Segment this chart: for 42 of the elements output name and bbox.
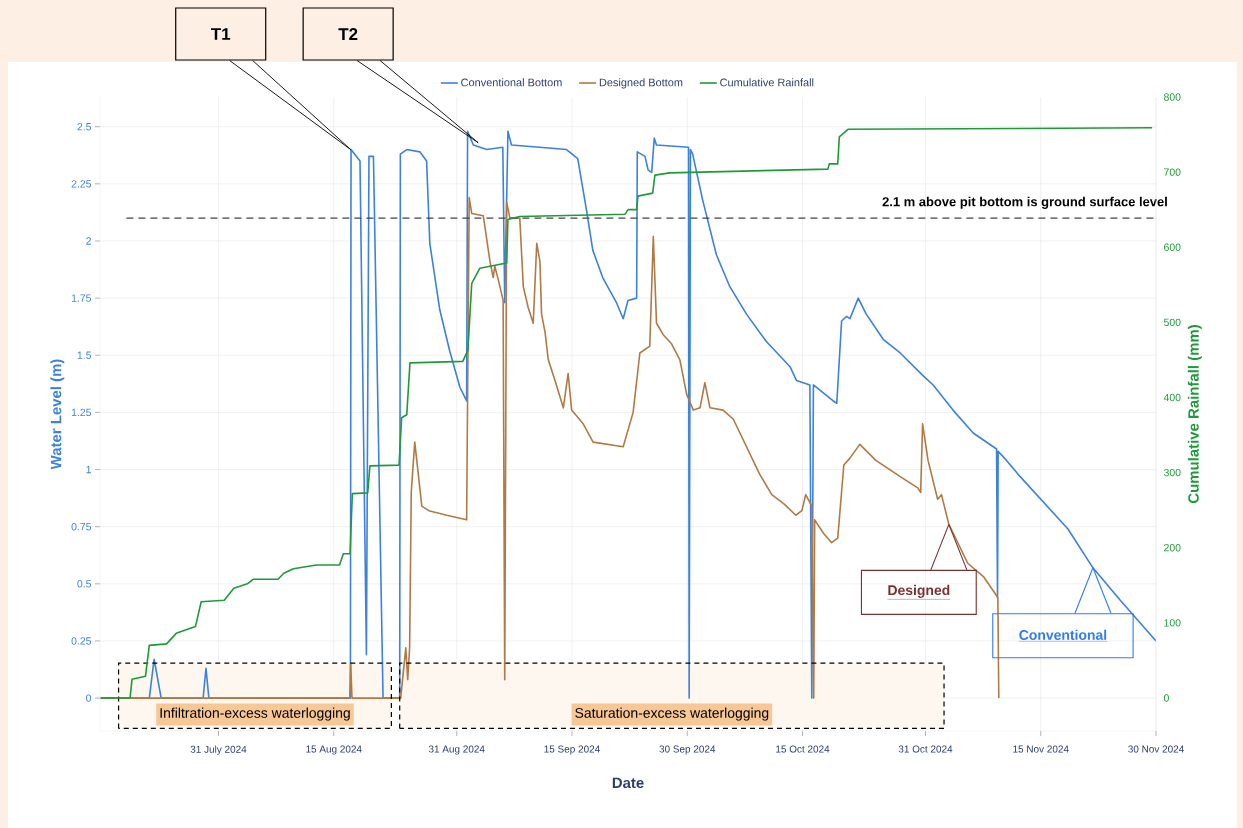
y-tick-label: 1.5: [77, 351, 92, 359]
legend-label: Cumulative Rainfall: [720, 78, 814, 87]
legend-label: Designed Bottom: [599, 78, 683, 89]
y2-tick-label: 0: [1163, 694, 1169, 702]
y2-tick-label: 800: [1163, 93, 1181, 101]
y2-tick-label: 300: [1163, 468, 1181, 477]
y2-tick-label: 200: [1164, 544, 1181, 552]
x-tick-label: 31 Aug 2024: [428, 745, 485, 755]
x-tick-label: 30 Nov 2024: [1128, 745, 1184, 753]
y2-tick-label: 400: [1163, 393, 1181, 402]
x-tick-label: 30 Sep 2024: [659, 745, 716, 755]
y2-tick-label: 500: [1163, 318, 1181, 327]
x-tick-label: 31 Oct 2024: [898, 745, 953, 753]
band-label: Infiltration-excess waterlogging: [160, 707, 350, 721]
x-tick-label: 31 July 2024: [190, 745, 247, 755]
y-tick-label: 0.25: [71, 637, 92, 645]
y-tick-label: 1.25: [71, 408, 92, 417]
x-tick-label: 15 Aug 2024: [306, 745, 362, 755]
annotation: Conventional: [1019, 629, 1107, 640]
ref-line-label: 2.1 m above pit bottom is ground surface level: [882, 196, 1167, 209]
y2-tick-label: 600: [1164, 243, 1181, 251]
annotation: T1: [211, 28, 231, 40]
y2-axis-title: Cumulative Rainfall (mm): [1187, 325, 1202, 504]
y-tick-label: 2.25: [71, 180, 92, 188]
y-tick-label: 0: [86, 694, 92, 702]
x-tick-label: 15 Oct 2024: [776, 745, 830, 753]
x-tick-label: 15 Sep 2024: [544, 745, 600, 755]
legend-label: Conventional Bottom: [461, 78, 562, 87]
y2-tick-label: 100: [1164, 619, 1181, 627]
y-axis-title: Water Level (m): [50, 359, 65, 470]
y2-tick-label: 700: [1164, 168, 1181, 176]
band-label: Saturation-excess waterlogging: [575, 707, 769, 721]
y-tick-label: 2: [86, 237, 91, 245]
y-tick-label: 1: [86, 465, 91, 474]
x-tick-label: 15 Nov 2024: [1013, 745, 1069, 753]
annotation: T2: [338, 28, 358, 40]
y-tick-label: 1.75: [71, 294, 92, 302]
y-tick-label: 0.5: [77, 580, 92, 588]
annotation: Designed: [888, 584, 950, 598]
y-tick-label: 0.75: [71, 522, 92, 531]
x-axis-title: Date: [612, 777, 644, 789]
y-tick-label: 2.5: [77, 123, 92, 131]
